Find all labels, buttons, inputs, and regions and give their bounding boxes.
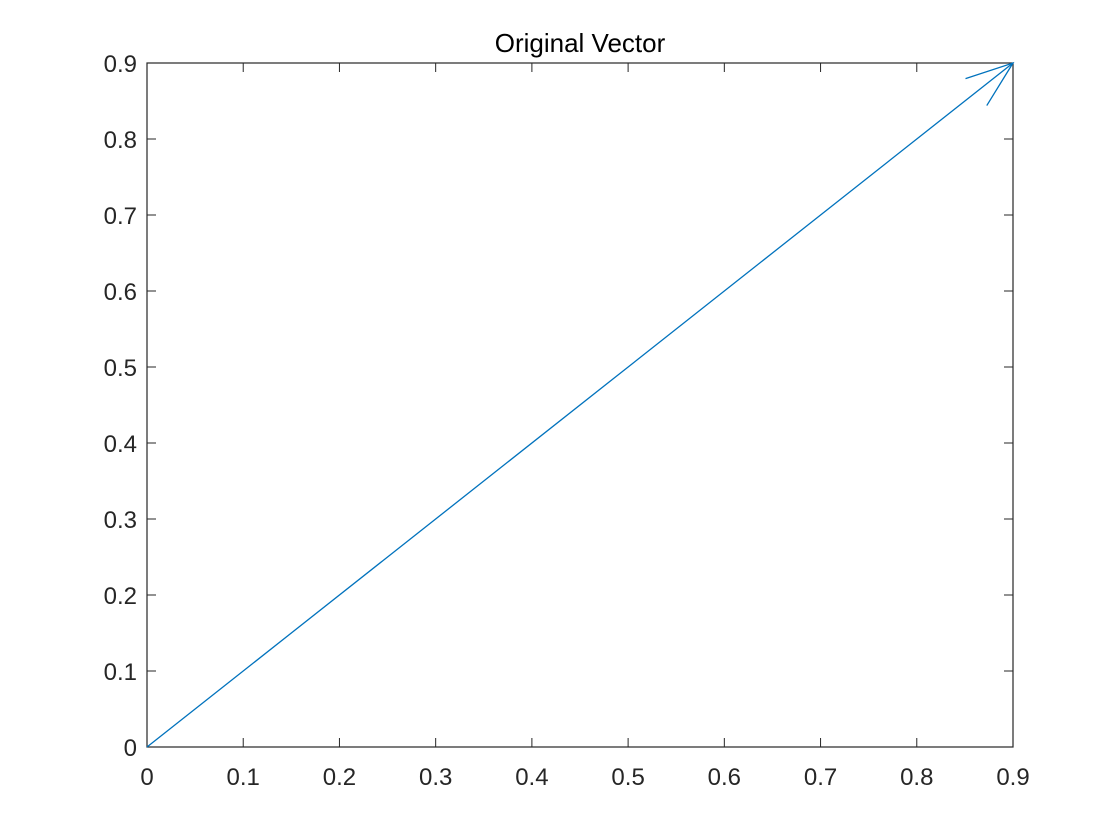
series-layer (146, 61, 1015, 748)
chart-title: Original Vector (495, 28, 666, 58)
x-axis-ticks: 0 0.1 0.2 0.3 0.4 0.5 0.6 0.7 0.8 0.9 (140, 63, 1030, 791)
x-tick-label: 0.2 (323, 764, 356, 791)
y-tick-label: 0.4 (104, 431, 137, 458)
x-tick-label: 0.1 (227, 764, 260, 791)
y-tick-label: 0.8 (104, 127, 137, 154)
x-tick-label: 0.3 (419, 764, 452, 791)
y-tick-label: 0 (124, 735, 137, 762)
y-tick-label: 0.9 (104, 51, 137, 78)
y-tick-label: 0.5 (104, 355, 137, 382)
vector-arrowhead (965, 61, 1015, 106)
x-tick-label: 0.8 (900, 764, 933, 791)
y-axis-ticks: 0 0.1 0.2 0.3 0.4 0.5 0.6 0.7 0.8 0.9 (104, 51, 1013, 762)
y-tick-label: 0.3 (104, 507, 137, 534)
x-tick-label: 0.5 (611, 764, 644, 791)
vector-line (146, 62, 1014, 748)
x-tick-label: 0.4 (515, 764, 548, 791)
x-tick-label: 0.9 (996, 764, 1029, 791)
y-tick-label: 0.7 (104, 203, 137, 230)
y-tick-label: 0.6 (104, 279, 137, 306)
y-tick-label: 0.1 (104, 659, 137, 686)
x-tick-label: 0.6 (708, 764, 741, 791)
x-tick-label: 0.7 (804, 764, 837, 791)
x-tick-label: 0 (140, 764, 153, 791)
y-tick-label: 0.2 (104, 583, 137, 610)
